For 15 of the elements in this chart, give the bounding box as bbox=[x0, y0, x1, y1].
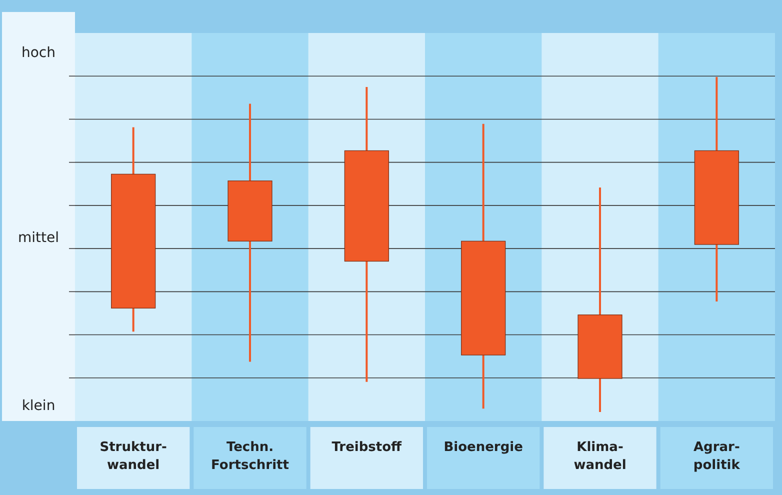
candlestick bbox=[228, 102, 272, 363]
text: klein bbox=[22, 398, 56, 414]
x-tick-label: Techn. Fortschritt bbox=[211, 440, 289, 473]
candlestick bbox=[111, 126, 156, 333]
x-tick-label: Treibstoff bbox=[332, 440, 402, 455]
text: mittel bbox=[18, 230, 60, 246]
candlestick bbox=[344, 86, 389, 383]
x-tick-label: Klima- wandel bbox=[574, 440, 626, 473]
x-tick-label: Agrar- politik bbox=[693, 440, 740, 473]
candlestick bbox=[694, 76, 739, 302]
x-tick-label: Struktur- wandel bbox=[100, 440, 167, 473]
x-tick-label: Bioenergie bbox=[444, 440, 524, 455]
candlestick bbox=[578, 186, 622, 413]
candlestick bbox=[461, 122, 506, 410]
text: hoch bbox=[21, 44, 56, 61]
